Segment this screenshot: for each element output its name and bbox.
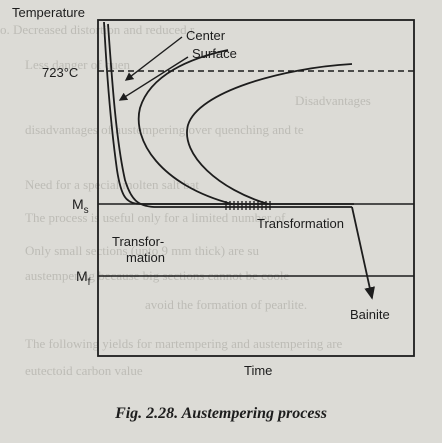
y-axis-label: Temperature bbox=[12, 5, 85, 20]
temperature-723-label: 723°C bbox=[42, 65, 78, 80]
ms-label: Ms bbox=[72, 196, 89, 216]
center-pointer bbox=[124, 36, 183, 81]
transformation-label-line2: mation bbox=[126, 250, 165, 265]
transformation-label-line1: Transfor- bbox=[112, 234, 164, 249]
surface-pointer bbox=[118, 56, 189, 101]
plot-frame bbox=[97, 19, 415, 357]
transformation-finish-curve bbox=[186, 63, 353, 205]
transformation-start-curve bbox=[137, 49, 233, 205]
transformation-label: Transformation bbox=[257, 216, 344, 231]
x-axis-label: Time bbox=[244, 363, 272, 378]
center-label: Center bbox=[186, 28, 226, 43]
surface-label: Surface bbox=[192, 46, 237, 61]
bainite-label: Bainite bbox=[350, 307, 390, 322]
center-cooling-curve bbox=[107, 23, 352, 208]
transformation-hatching bbox=[225, 201, 271, 210]
mf-label: Mf bbox=[76, 268, 91, 288]
surface-cooling-curve bbox=[103, 21, 354, 205]
bainite-arrow bbox=[351, 206, 375, 300]
figure-caption: Fig. 2.28. Austempering process bbox=[115, 405, 327, 422]
